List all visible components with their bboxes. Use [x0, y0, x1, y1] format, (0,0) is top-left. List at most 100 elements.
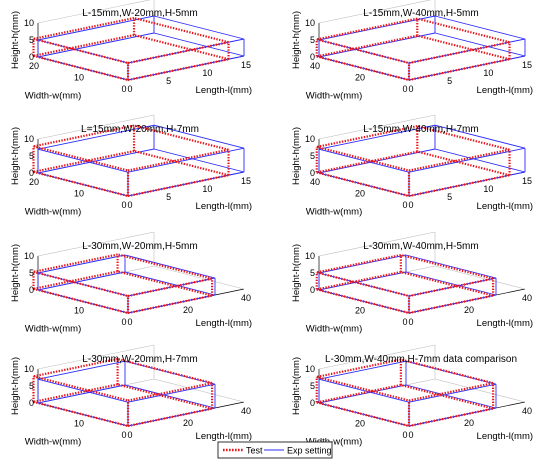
exp-setting-box-edge: [37, 254, 126, 274]
length-tick-label: 40: [241, 293, 251, 303]
length-tick-label: 0: [408, 317, 413, 327]
height-tick-label: 0: [310, 285, 315, 295]
test-box-edge: [33, 33, 135, 57]
exp-setting-box-edge: [434, 15, 526, 40]
test-box-edge: [316, 271, 410, 298]
test-box-edge: [417, 125, 510, 151]
subplot-title: L-15mm,W-40mm,H-5mm: [363, 8, 478, 19]
length-tick-label: 10: [202, 184, 212, 194]
height-tick-label: 0: [310, 168, 315, 178]
exp-setting-box-edge: [318, 148, 436, 174]
height-axis-label: Height-h(mm): [10, 11, 21, 69]
test-box-edge: [117, 270, 213, 297]
test-box-edge: [33, 270, 129, 298]
subplot-grid: 0 5 10 15 20 10 0 0 5 10 Length-l(mm) Width-w(mm) He…: [10, 0, 533, 448]
test-box-edge: [117, 357, 213, 385]
test-box-edge: [33, 124, 135, 148]
test-box-edge: [33, 287, 129, 315]
back-edge: [37, 231, 155, 257]
width-tick-label: 20: [355, 419, 365, 429]
height-tick-label: 10: [24, 251, 34, 261]
test-box-edge: [408, 58, 510, 82]
height-tick-label: 0: [29, 52, 34, 62]
subplot-1: 051015201000510Length-l(mm)Width-w(mm)He…: [10, 0, 252, 102]
exp-setting-box-edge: [153, 148, 245, 173]
height-axis-label: Height-h(mm): [10, 244, 21, 302]
exp-setting-box-edge: [405, 254, 497, 279]
width-tick-label: 20: [355, 306, 365, 316]
back-edge: [318, 114, 436, 140]
length-tick-label: 20: [183, 418, 193, 428]
exp-setting-box-edge: [318, 360, 407, 380]
height-tick-label: 5: [310, 268, 315, 278]
length-tick-label: 5: [166, 192, 171, 202]
subplot-5: 020401000510Length-l(mm)Width-w(mm)Heigh…: [10, 231, 252, 335]
test-box-edge: [33, 149, 135, 173]
length-axis-label: Length-l(mm): [477, 85, 534, 96]
test-box-edge: [316, 17, 418, 41]
subplot-2: 051015402000510Length-l(mm)Width-w(mm)He…: [291, 0, 533, 102]
exp-setting-box-edge: [37, 271, 126, 291]
height-tick-label: 5: [310, 151, 315, 161]
test-box-edge: [400, 358, 494, 385]
test-box-edge: [408, 277, 494, 298]
height-tick-label: 5: [29, 35, 34, 45]
length-tick-label: 5: [166, 76, 171, 86]
exp-setting-box-edge: [127, 277, 216, 297]
length-tick-label: 10: [202, 68, 212, 78]
height-tick-label: 10: [305, 364, 315, 374]
exp-setting-box-edge: [408, 407, 497, 427]
subplot-title: L=15mm,W-20mm,H-7mm: [81, 124, 199, 135]
exp-setting-box-edge: [127, 294, 216, 314]
length-tick-label: 10: [483, 68, 493, 78]
width-tick-label: 0: [402, 84, 407, 94]
exp-setting-box-edge: [124, 384, 216, 409]
subplot-title: L-15mm,W-20mm,H-5mm: [82, 8, 197, 19]
exp-setting-box-edge: [37, 148, 129, 173]
exp-setting-box-edge: [434, 148, 526, 173]
length-tick-label: 15: [522, 176, 532, 186]
exp-setting-box-edge: [434, 124, 526, 149]
width-tick-label: 0: [121, 430, 126, 440]
test-box-edge: [33, 37, 129, 65]
test-box-edge: [127, 382, 213, 402]
test-box-edge: [127, 58, 229, 82]
exp-setting-box-edge: [405, 384, 497, 409]
test-box-edge: [400, 270, 494, 297]
height-tick-label: 10: [24, 134, 34, 144]
width-axis-label: Width-w(mm): [25, 324, 81, 335]
test-box-edge: [316, 288, 410, 315]
exp-setting-box-edge: [318, 378, 410, 403]
test-box-edge: [33, 270, 118, 290]
width-axis-label: Width-w(mm): [306, 207, 362, 218]
length-tick-label: 0: [408, 200, 413, 210]
width-axis-label: Width-w(mm): [25, 91, 81, 102]
height-tick-label: 10: [305, 134, 315, 144]
width-tick-label: 0: [121, 84, 126, 94]
floor-edge: [153, 378, 245, 403]
length-tick-label: 20: [464, 418, 474, 428]
height-axis-label: Height-h(mm): [10, 357, 21, 415]
test-box-edge: [33, 170, 129, 198]
test-box-edge: [33, 253, 118, 273]
exp-setting-box-edge: [318, 148, 410, 173]
height-tick-label: 10: [24, 18, 34, 28]
exp-setting-box-edge: [153, 15, 245, 40]
length-axis-label: Length-l(mm): [196, 201, 253, 212]
height-tick-label: 0: [310, 398, 315, 408]
width-tick-label: 20: [29, 61, 39, 71]
test-box-edge: [316, 150, 418, 174]
test-box-edge: [133, 149, 229, 177]
exp-setting-box-edge: [127, 383, 216, 403]
height-tick-label: 5: [310, 35, 315, 45]
length-tick-label: 40: [522, 293, 532, 303]
height-tick-label: 10: [305, 251, 315, 261]
exp-setting-box-edge: [37, 378, 129, 403]
exp-setting-box-edge: [318, 124, 436, 150]
height-tick-label: 0: [29, 168, 34, 178]
height-tick-label: 5: [29, 268, 34, 278]
legend-test-label: Test: [246, 446, 263, 456]
test-box-edge: [417, 34, 510, 61]
test-box-edge: [133, 124, 229, 151]
